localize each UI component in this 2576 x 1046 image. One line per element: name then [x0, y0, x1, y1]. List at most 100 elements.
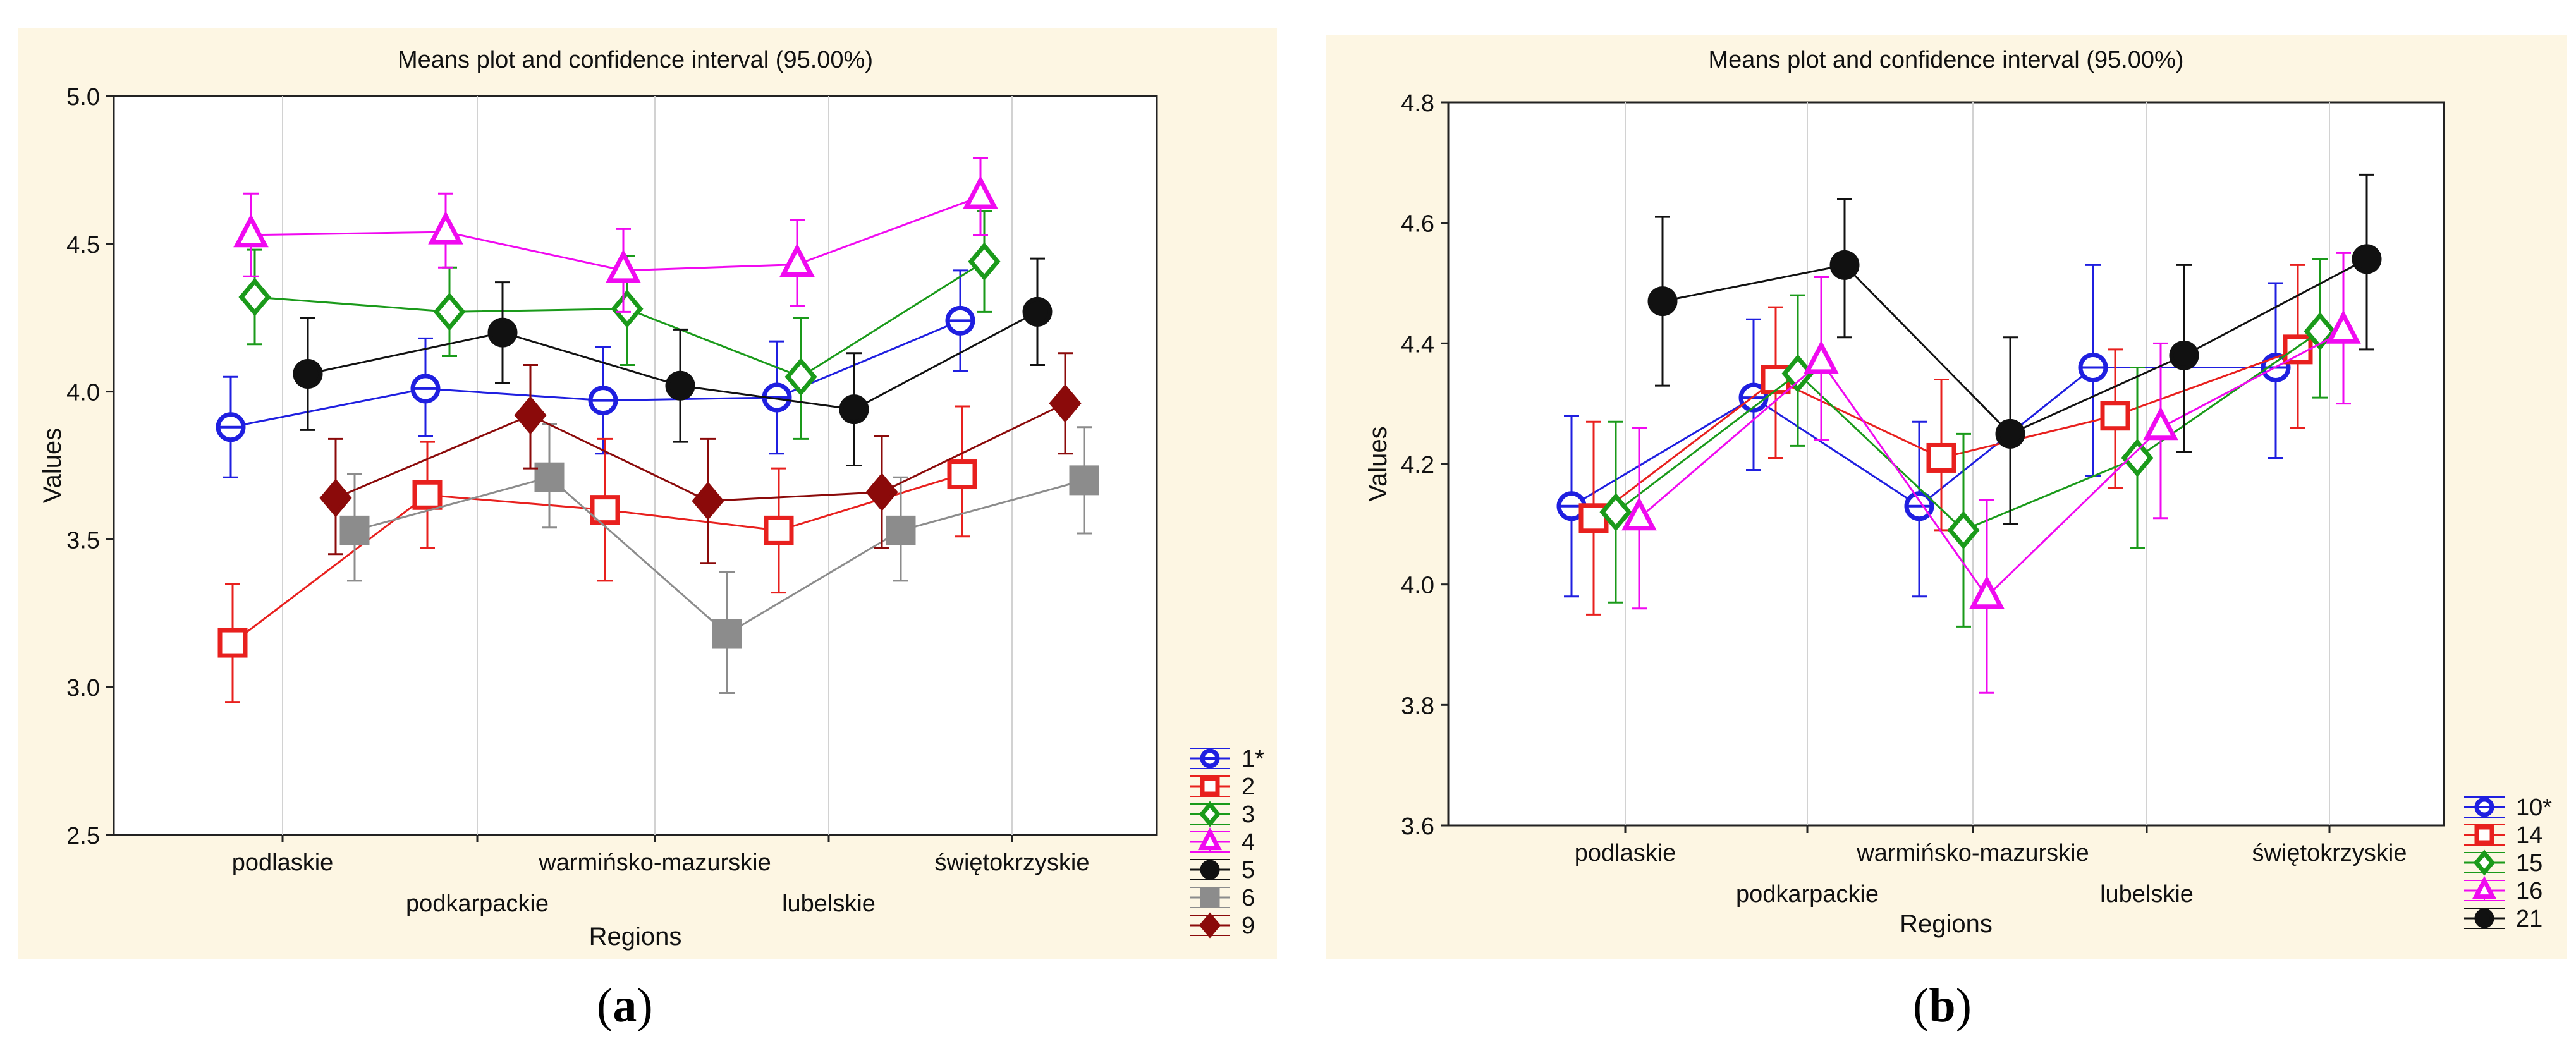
- legend-label: 3: [1242, 801, 1255, 828]
- data-point: [293, 359, 323, 389]
- data-point: [865, 473, 898, 512]
- y-tick-label: 4.5: [66, 232, 100, 258]
- legend-label: 4: [1242, 829, 1255, 856]
- y-tick-label: 3.8: [1401, 693, 1434, 719]
- data-point: [606, 249, 641, 283]
- legend-label: 21: [2516, 906, 2542, 932]
- x-tick-label: świętokrzyskie: [935, 849, 1090, 876]
- data-point: [412, 480, 443, 510]
- legend-marker: [2474, 908, 2494, 928]
- y-tick-label: 4.6: [1401, 211, 1434, 238]
- data-point: [2143, 406, 2178, 441]
- data-point: [1599, 492, 1632, 532]
- data-point: [968, 242, 1001, 281]
- legend-marker: [2473, 849, 2496, 876]
- legend-label: 9: [1242, 913, 1255, 939]
- y-axis-label: Values: [1364, 426, 1392, 501]
- legend-marker: [1199, 801, 1221, 827]
- series-10star: [1556, 264, 2291, 598]
- legend-label: 10*: [2516, 794, 2552, 821]
- legend-label: 6: [1242, 885, 1255, 911]
- legend-label: 14: [2516, 822, 2542, 849]
- data-point: [1926, 442, 1956, 473]
- y-tick-label: 2.5: [66, 823, 100, 849]
- series-9: [319, 352, 1082, 564]
- legend-marker: [1200, 776, 1220, 796]
- data-point: [487, 317, 518, 348]
- data-point: [2352, 244, 2382, 274]
- data-point: [963, 175, 998, 209]
- data-point: [1049, 384, 1082, 423]
- data-point: [1804, 340, 1839, 374]
- data-point: [2100, 401, 2130, 431]
- legend-marker: [1200, 860, 1220, 880]
- y-tick-label: 4.8: [1401, 90, 1434, 117]
- legend-marker: [1200, 887, 1220, 908]
- legend-label: 5: [1242, 857, 1255, 884]
- y-tick-label: 4.4: [1401, 331, 1434, 358]
- y-tick-label: 4.2: [1401, 452, 1434, 478]
- data-point: [2169, 340, 2199, 370]
- figure-label-a: (a): [597, 979, 653, 1032]
- data-point: [839, 394, 869, 425]
- series-21: [1647, 173, 2382, 525]
- legend-label: 1*: [1242, 746, 1264, 772]
- chart-title: Means plot and confidence interval (95.0…: [398, 47, 873, 73]
- x-tick-label: podlaskie: [1575, 840, 1676, 867]
- series-3: [238, 210, 1001, 440]
- y-axis-label: Values: [39, 428, 66, 503]
- data-point: [779, 243, 815, 277]
- data-point: [1647, 286, 1678, 317]
- legend-label: 15: [2516, 850, 2542, 877]
- series-4: [233, 157, 998, 313]
- y-tick-label: 5.0: [66, 84, 100, 111]
- x-tick-label: warmińsko-mazurskie: [538, 849, 771, 876]
- data-point: [1069, 465, 1099, 496]
- data-point: [238, 277, 271, 317]
- data-point: [665, 370, 695, 401]
- legend-marker: [1198, 827, 1222, 851]
- x-tick-label: podlaskie: [232, 849, 334, 876]
- y-tick-label: 3.5: [66, 527, 100, 554]
- data-point: [1947, 511, 1980, 550]
- data-point: [712, 619, 742, 649]
- x-axis-label: Regions: [589, 923, 682, 951]
- legend-marker: [1199, 912, 1221, 939]
- series-5: [293, 257, 1053, 466]
- series-16: [1621, 252, 2361, 694]
- series-6: [339, 423, 1099, 695]
- chart-a-svg: Means plot and confidence interval (95.0…: [39, 47, 1264, 951]
- y-tick-label: 3.0: [66, 675, 100, 702]
- data-point: [692, 482, 724, 521]
- x-tick-label: lubelskie: [2100, 881, 2194, 908]
- legend-marker: [2472, 875, 2496, 899]
- data-point: [233, 214, 269, 248]
- x-tick-label: lubelskie: [782, 891, 876, 917]
- data-point: [1995, 418, 2025, 449]
- y-tick-label: 4.0: [1401, 573, 1434, 599]
- data-point: [2326, 310, 2361, 344]
- x-tick-label: podkarpackie: [406, 891, 549, 917]
- data-point: [217, 628, 248, 658]
- y-tick-label: 3.6: [1401, 813, 1434, 840]
- data-point: [886, 515, 916, 545]
- x-tick-label: podkarpackie: [1736, 881, 1879, 908]
- data-point: [1621, 497, 1657, 531]
- data-point: [433, 292, 466, 331]
- data-point: [534, 462, 565, 492]
- data-point: [514, 396, 547, 435]
- series-1star: [216, 269, 975, 478]
- series-15: [1599, 258, 2336, 628]
- chart-title: Means plot and confidence interval (95.0…: [1708, 47, 2183, 73]
- x-axis-label: Regions: [1900, 910, 1993, 938]
- legend-marker: [2474, 825, 2494, 845]
- legend-label: 2: [1242, 774, 1255, 800]
- x-tick-label: świętokrzyskie: [2252, 840, 2407, 867]
- data-point: [339, 515, 370, 545]
- legend-label: 16: [2516, 878, 2542, 904]
- data-point: [319, 478, 352, 518]
- data-point: [611, 289, 644, 329]
- x-tick-label: warmińsko-mazurskie: [1856, 840, 2089, 867]
- y-tick-label: 4.0: [66, 380, 100, 406]
